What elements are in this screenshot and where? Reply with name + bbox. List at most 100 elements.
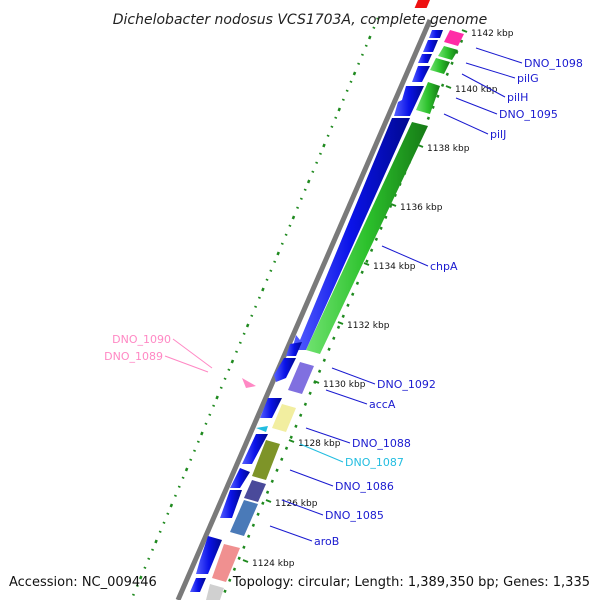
gene-arrow <box>418 54 432 63</box>
gene-arrow <box>429 30 443 38</box>
skew-dot <box>445 72 449 76</box>
skew-dot <box>230 359 235 364</box>
skew-dot <box>275 468 279 472</box>
skew-dot <box>200 431 204 436</box>
gene-green <box>438 46 458 60</box>
skew-dot <box>254 305 258 308</box>
label-leader <box>331 367 376 385</box>
scale-tick <box>288 439 295 443</box>
gene-grey <box>206 584 224 600</box>
skew-dot <box>376 17 380 20</box>
skew-dot <box>242 545 246 549</box>
skew-dot <box>360 270 364 274</box>
skew-dot <box>379 226 383 230</box>
gene-green <box>430 58 450 74</box>
skew-dot <box>346 303 350 307</box>
gene-aroB <box>212 544 240 582</box>
scale-tick <box>461 29 468 33</box>
skew-dot <box>223 589 227 593</box>
reverse-strand-genes <box>206 0 464 600</box>
label-leader <box>164 355 209 373</box>
gene-arrow <box>412 66 430 82</box>
skew-dot <box>440 83 445 87</box>
skew-dot <box>365 259 369 263</box>
gene-arrow <box>260 398 282 418</box>
skew-dot <box>215 395 219 400</box>
gene-arrow <box>230 468 250 488</box>
scale-label: 1132 kbp <box>347 321 390 331</box>
skew-dot <box>181 476 185 479</box>
scale-tick <box>265 499 272 503</box>
skew-dot <box>284 446 289 450</box>
gene-arrow <box>220 490 242 518</box>
label-leader <box>299 443 344 463</box>
skew-dot <box>315 161 319 164</box>
gene-label: DNO_1090 <box>112 333 171 346</box>
scale-tick <box>390 203 397 207</box>
skew-dot <box>303 188 307 191</box>
gene-arrow <box>190 578 206 592</box>
skew-dot <box>196 440 200 443</box>
skew-dot <box>135 584 139 587</box>
skew-dot <box>232 567 237 571</box>
skew-dot <box>265 278 269 281</box>
skew-dot <box>284 233 288 236</box>
scale-label: 1142 kbp <box>471 29 514 39</box>
skew-dot <box>352 71 357 76</box>
gene-label: pilG <box>517 72 539 85</box>
label-leader <box>325 389 368 405</box>
skew-dot <box>204 422 208 425</box>
gene-DNO_1086b <box>244 480 266 502</box>
skew-dot <box>317 369 322 373</box>
skew-dot <box>351 292 355 296</box>
scale-label: 1124 kbp <box>252 559 295 569</box>
skew-dot <box>341 98 345 101</box>
skew-dot <box>357 62 361 65</box>
skew-dot <box>450 61 454 65</box>
gene-accA <box>288 362 314 394</box>
gene-label: accA <box>369 398 396 411</box>
label-leader <box>305 427 351 444</box>
skew-dot <box>296 206 300 209</box>
skew-dot <box>322 143 326 148</box>
gene-arrow <box>274 358 296 382</box>
scale-tick <box>417 144 424 148</box>
label-leader <box>465 62 516 79</box>
skew-dot <box>162 521 166 524</box>
gc-skew-track-outer <box>132 17 380 596</box>
skew-dot <box>193 449 196 452</box>
skew-dot <box>154 539 158 544</box>
skew-dot <box>132 593 135 596</box>
summary-text: Topology: circular; Length: 1,389,350 bp… <box>232 575 590 590</box>
scale-tick <box>242 559 249 563</box>
skew-dot <box>426 116 431 120</box>
gene-label: aroB <box>314 535 339 548</box>
skew-dot <box>345 89 349 92</box>
gene-DNO_1087 <box>272 404 296 432</box>
kbp-scale: 1142 kbp 1140 kbp 1138 kbp 1136 kbp 1134 kbp… <box>242 29 514 569</box>
skew-dot <box>261 287 265 292</box>
gene-arrow <box>394 86 424 116</box>
skew-dot <box>147 557 151 560</box>
scale-tick <box>337 321 344 325</box>
scale-label: 1134 kbp <box>373 262 416 272</box>
gene-label: pilH <box>507 91 528 104</box>
gene-label: DNO_1098 <box>524 57 583 70</box>
skew-dot <box>303 402 308 406</box>
skew-dot <box>257 296 261 299</box>
gene-label: pilJ <box>490 128 506 141</box>
skew-dot <box>219 386 223 389</box>
gene-block-red <box>414 0 430 8</box>
scale-label: 1130 kbp <box>323 380 366 390</box>
gene-DNO_1087-arrow <box>256 426 268 432</box>
skew-dot <box>306 179 311 184</box>
genome-backbone <box>175 19 433 600</box>
label-leader <box>269 525 313 542</box>
gene-label: DNO_1087 <box>345 456 404 469</box>
skew-dot <box>360 53 364 56</box>
skew-dot <box>184 467 189 472</box>
skew-dot <box>322 358 326 362</box>
skew-dot <box>374 237 379 241</box>
skew-dot <box>208 413 212 416</box>
gene-arrow <box>292 118 410 350</box>
